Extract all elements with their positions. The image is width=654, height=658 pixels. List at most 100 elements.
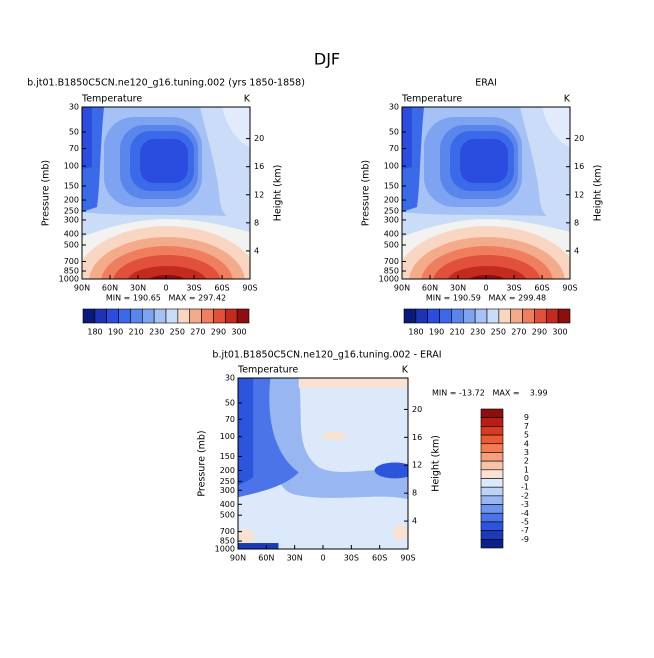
colorbar-label: -4	[521, 509, 529, 518]
left-string: Temperature	[237, 365, 298, 376]
colorbar-box	[480, 495, 504, 505]
colorbar-box	[480, 486, 504, 497]
panel-title: b.jt01.B1850C5CN.ne120_g16.tuning.002 - …	[212, 350, 441, 361]
colorbar-box	[165, 308, 179, 324]
colorbar-box	[403, 308, 417, 324]
colorbar-box	[427, 308, 440, 324]
colorbar-label: 5	[524, 431, 529, 440]
colorbar-label: 300	[231, 328, 246, 337]
x-tick-label: 30S	[186, 284, 201, 293]
y-axis-label: Pressure (mb)	[197, 430, 208, 496]
y2-tick-label: 16	[412, 433, 422, 442]
y-tick-label: 400	[384, 230, 399, 239]
colorbar-box	[486, 308, 500, 324]
colorbar-box	[462, 308, 476, 324]
colorbar-label: -3	[521, 500, 529, 509]
y-tick-label: 150	[384, 181, 399, 190]
y2-tick-label: 12	[254, 190, 264, 199]
colorbar-box	[545, 308, 559, 324]
colorbar-label: -9	[521, 535, 529, 544]
colorbar-label: 3	[524, 448, 529, 457]
y-tick-label: 200	[64, 196, 79, 205]
colorbar-box	[480, 469, 504, 479]
colorbar-box	[439, 308, 452, 324]
y-tick-label: 700	[64, 257, 79, 266]
y2-axis-label: Height (km)	[273, 165, 284, 222]
colorbar-box	[177, 308, 191, 324]
y-tick-label: 1000	[379, 275, 399, 284]
y-tick-label: 100	[64, 162, 79, 171]
y-tick-label: 850	[64, 267, 79, 276]
colorbar-box	[480, 408, 504, 418]
x-tick-label: 90S	[242, 284, 257, 293]
y2-tick-label: 20	[412, 405, 422, 414]
y2-tick-label: 16	[254, 162, 264, 171]
colorbar-label: 9	[524, 413, 529, 422]
x-tick-label: 90N	[230, 554, 246, 563]
x-tick-label: 0	[483, 284, 488, 293]
y2-axis-label: Height (km)	[431, 435, 442, 492]
colorbar-label: 2	[524, 457, 529, 466]
contour-field	[395, 107, 579, 338]
x-tick-label: 30N	[450, 284, 466, 293]
colorbar-label: -5	[521, 517, 529, 526]
y-tick-label: 30	[389, 103, 399, 112]
y-tick-label: 1000	[59, 275, 79, 284]
y2-tick-label: 16	[574, 162, 584, 171]
colorbar-label: 300	[552, 328, 567, 337]
x-tick-label: 60N	[422, 284, 438, 293]
y-axis-label: Pressure (mb)	[41, 160, 52, 226]
colorbar-label: -2	[521, 491, 529, 500]
colorbar-box	[480, 530, 504, 540]
y-tick-label: 150	[220, 452, 235, 461]
colorbar-label: 250	[491, 328, 506, 337]
contour-field	[75, 107, 259, 338]
x-tick-label: 30N	[130, 284, 146, 293]
colorbar-label: 230	[470, 328, 485, 337]
y2-tick-label: 8	[574, 218, 579, 227]
colorbar-box	[480, 443, 504, 453]
stats: MIN = 190.59 MAX = 299.48	[426, 294, 546, 303]
colorbar-box	[534, 308, 547, 324]
colorbar-box	[415, 308, 429, 324]
y2-tick-label: 20	[574, 134, 584, 143]
y-tick-label: 100	[384, 162, 399, 171]
colorbar-label: -1	[521, 483, 529, 492]
colorbar-box	[213, 308, 226, 324]
y-tick-label: 70	[389, 144, 399, 153]
y-tick-label: 70	[225, 415, 235, 424]
colorbar-box	[557, 308, 571, 324]
y2-tick-label: 4	[254, 246, 259, 255]
panel-title: ERAI	[475, 78, 497, 89]
colorbar-label: 7	[524, 422, 529, 431]
contour-field	[238, 378, 415, 549]
figure-title: DJF	[314, 50, 340, 69]
x-tick-label: 60S	[372, 554, 387, 563]
colorbar-box	[480, 460, 504, 471]
y-tick-label: 50	[389, 128, 399, 137]
colorbar-label: 290	[532, 328, 547, 337]
y2-tick-label: 8	[254, 218, 259, 227]
y-tick-label: 250	[384, 207, 399, 216]
x-tick-label: 0	[320, 554, 325, 563]
colorbar-box	[480, 452, 504, 462]
colorbar-label: 290	[211, 328, 226, 337]
y2-tick-label: 8	[412, 489, 417, 498]
right-string: K	[402, 365, 409, 376]
y2-tick-label: 4	[412, 517, 417, 526]
y-tick-label: 50	[225, 398, 235, 407]
y-tick-label: 400	[220, 500, 235, 509]
colorbar-box	[224, 308, 238, 324]
x-tick-label: 90N	[74, 284, 90, 293]
colorbar-label: 190	[429, 328, 444, 337]
colorbar-box	[480, 504, 504, 514]
y-tick-label: 700	[384, 257, 399, 266]
x-tick-label: 60S	[214, 284, 229, 293]
y-tick-label: 1000	[215, 545, 235, 554]
y-tick-label: 50	[69, 128, 79, 137]
x-tick-label: 90S	[400, 554, 415, 563]
y-tick-label: 500	[384, 241, 399, 250]
x-tick-label: 90N	[394, 284, 410, 293]
